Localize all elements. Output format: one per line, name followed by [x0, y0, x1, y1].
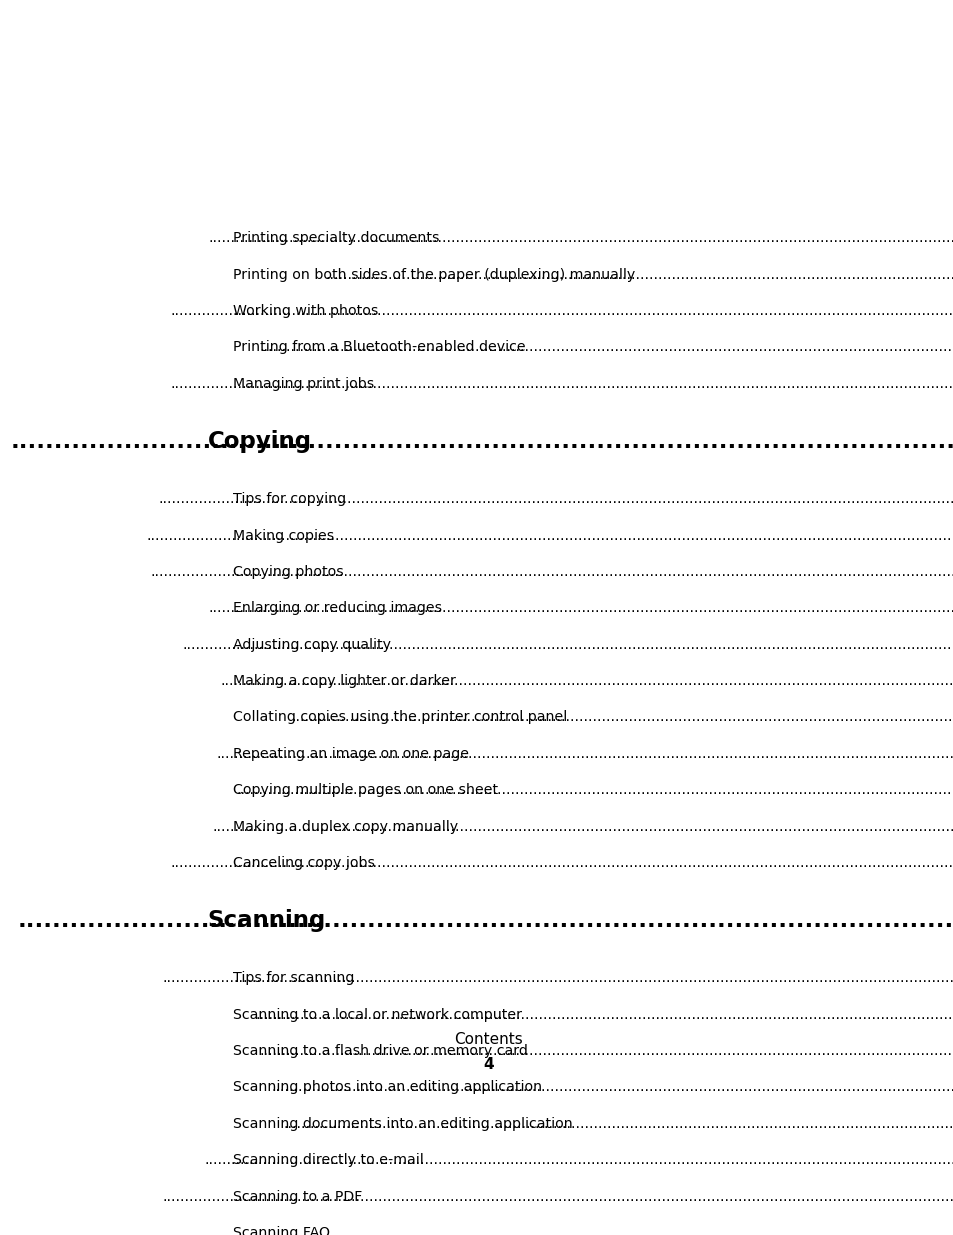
Text: Scanning directly to e-mail: Scanning directly to e-mail	[233, 1153, 424, 1167]
Text: ................................................................................: ........................................…	[259, 1044, 953, 1058]
Text: Enlarging or reducing images: Enlarging or reducing images	[233, 601, 442, 615]
Text: Scanning photos into an editing application: Scanning photos into an editing applicat…	[233, 1081, 542, 1094]
Text: Repeating an image on one page: Repeating an image on one page	[233, 747, 469, 761]
Text: Canceling copy jobs: Canceling copy jobs	[233, 856, 375, 869]
Text: ................................................................................: ........................................…	[170, 856, 953, 869]
Text: ................................................................................: ........................................…	[283, 1116, 953, 1131]
Text: ................................................................................: ........................................…	[325, 268, 953, 282]
Text: Scanning FAQ: Scanning FAQ	[233, 1226, 330, 1235]
Text: ................................................................................: ........................................…	[10, 430, 953, 453]
Text: ................................................................................: ........................................…	[146, 529, 953, 542]
Text: ................................................................................: ........................................…	[158, 493, 953, 506]
Text: 4: 4	[483, 1057, 494, 1072]
Text: ................................................................................: ........................................…	[150, 564, 953, 579]
Text: ................................................................................: ........................................…	[271, 1081, 953, 1094]
Text: ................................................................................: ........................................…	[209, 231, 953, 246]
Text: Printing from a Bluetooth-enabled device: Printing from a Bluetooth-enabled device	[233, 341, 525, 354]
Text: ................................................................................: ........................................…	[209, 601, 953, 615]
Text: ................................................................................: ........................................…	[204, 1153, 953, 1167]
Text: Managing print jobs: Managing print jobs	[233, 377, 375, 390]
Text: Copying multiple pages on one sheet: Copying multiple pages on one sheet	[233, 783, 498, 797]
Text: Copying: Copying	[208, 430, 312, 453]
Text: ................................................................................: ........................................…	[170, 304, 953, 319]
Text: Scanning to a PDF: Scanning to a PDF	[233, 1189, 362, 1204]
Text: ................................................................................: ........................................…	[182, 637, 953, 652]
Text: Scanning to a flash drive or memory card: Scanning to a flash drive or memory card	[233, 1044, 528, 1058]
Text: Working with photos: Working with photos	[233, 304, 378, 319]
Text: Tips for copying: Tips for copying	[233, 493, 346, 506]
Text: Copying photos: Copying photos	[233, 564, 344, 579]
Text: Printing specialty documents: Printing specialty documents	[233, 231, 439, 246]
Text: ................................................................................: ........................................…	[162, 1189, 953, 1204]
Text: ................................................................................: ........................................…	[291, 710, 953, 725]
Text: Making copies: Making copies	[233, 529, 335, 542]
Text: Collating copies using the printer control panel: Collating copies using the printer contr…	[233, 710, 567, 725]
Text: ................................................................................: ........................................…	[216, 747, 953, 761]
Text: ................................................................................: ........................................…	[259, 341, 953, 354]
Text: ................................................................................: ........................................…	[162, 972, 953, 986]
Text: ................................................................................: ........................................…	[170, 377, 953, 390]
Text: ................................................................................: ........................................…	[254, 1008, 953, 1021]
Text: Printing on both sides of the paper (duplexing) manually: Printing on both sides of the paper (dup…	[233, 268, 635, 282]
Text: ................................................................................: ........................................…	[213, 820, 953, 834]
Text: Scanning documents into an editing application: Scanning documents into an editing appli…	[233, 1116, 573, 1131]
Text: Making a duplex copy manually: Making a duplex copy manually	[233, 820, 458, 834]
Text: ................................................................................: ........................................…	[220, 674, 953, 688]
Text: ................................................................................: ........................................…	[18, 909, 953, 931]
Text: Tips for scanning: Tips for scanning	[233, 972, 355, 986]
Text: Scanning: Scanning	[208, 909, 325, 931]
Text: Contents: Contents	[454, 1031, 523, 1046]
Text: ................................................................................: ........................................…	[142, 1226, 953, 1235]
Text: Adjusting copy quality: Adjusting copy quality	[233, 637, 391, 652]
Text: ................................................................................: ........................................…	[236, 783, 953, 797]
Text: Making a copy lighter or darker: Making a copy lighter or darker	[233, 674, 456, 688]
Text: Scanning to a local or network computer: Scanning to a local or network computer	[233, 1008, 522, 1021]
